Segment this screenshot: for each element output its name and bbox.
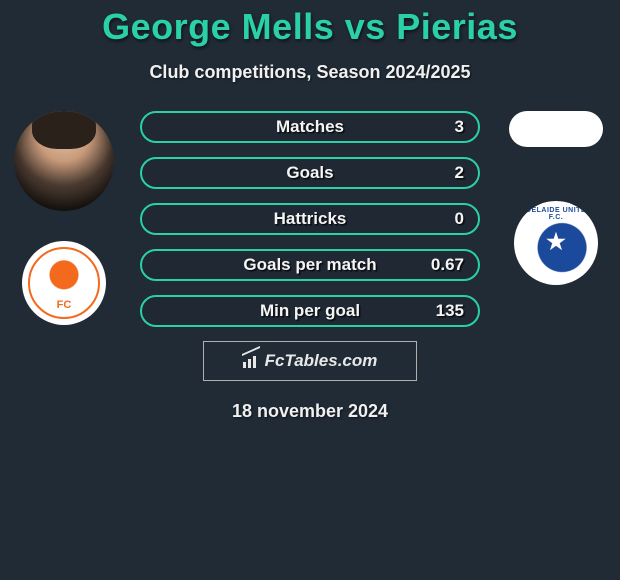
stat-value: 135 xyxy=(436,301,464,321)
stat-row-hattricks: Hattricks 0 xyxy=(140,203,480,235)
stat-label: Matches xyxy=(142,117,478,137)
player-avatar-left xyxy=(14,111,114,211)
stat-label: Hattricks xyxy=(142,209,478,229)
player-avatar-right-placeholder xyxy=(509,111,603,147)
date-text: 18 november 2024 xyxy=(0,401,620,422)
brand-text: FcTables.com xyxy=(265,351,378,371)
badge-right-text: ADELAIDE UNITED F.C. xyxy=(514,207,598,221)
stat-value: 3 xyxy=(455,117,464,137)
stat-label: Goals per match xyxy=(142,255,478,275)
stat-value: 0 xyxy=(455,209,464,229)
stat-row-matches: Matches 3 xyxy=(140,111,480,143)
club-badge-right: ADELAIDE UNITED F.C. xyxy=(514,201,598,285)
right-column: ADELAIDE UNITED F.C. xyxy=(500,111,612,285)
comparison-body: ADELAIDE UNITED F.C. Matches 3 Goals 2 H… xyxy=(0,111,620,422)
club-badge-left xyxy=(22,241,106,325)
subtitle: Club competitions, Season 2024/2025 xyxy=(0,62,620,83)
stat-row-goals-per-match: Goals per match 0.67 xyxy=(140,249,480,281)
stat-value: 2 xyxy=(455,163,464,183)
page-title: George Mells vs Pierias xyxy=(0,0,620,48)
stat-value: 0.67 xyxy=(431,255,464,275)
stat-label: Min per goal xyxy=(142,301,478,321)
stat-label: Goals xyxy=(142,163,478,183)
stat-row-goals: Goals 2 xyxy=(140,157,480,189)
stats-list: Matches 3 Goals 2 Hattricks 0 Goals per … xyxy=(140,111,480,327)
bar-chart-icon xyxy=(243,354,261,368)
left-column xyxy=(8,111,120,325)
stat-row-min-per-goal: Min per goal 135 xyxy=(140,295,480,327)
brand-box: FcTables.com xyxy=(203,341,417,381)
